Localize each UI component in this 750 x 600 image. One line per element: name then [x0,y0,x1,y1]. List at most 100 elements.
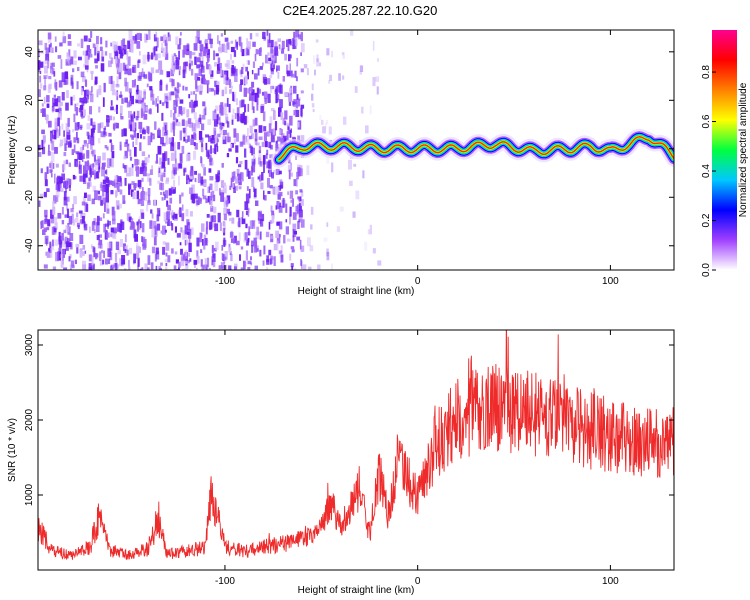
noise-speckle [181,253,185,261]
noise-speckle [173,53,176,57]
noise-speckle [105,193,109,203]
noise-speckle [157,103,159,113]
noise-speckle [80,211,83,219]
colorbar: 0.00.20.40.60.8 Normalized spectral ampl… [701,30,749,277]
noise-speckle [159,157,162,165]
noise-speckle [107,179,111,188]
noise-speckle [303,64,308,69]
noise-speckle [50,69,54,75]
noise-speckle [362,170,365,179]
noise-speckle [349,180,353,186]
noise-speckle [289,54,292,59]
noise-speckle [218,40,221,45]
noise-speckle [163,131,167,136]
noise-speckle [194,35,198,43]
noise-speckle [295,30,300,38]
noise-speckle [174,87,177,91]
noise-speckle [52,206,56,215]
noise-speckle [308,266,312,270]
noise-speckle [258,145,262,154]
noise-speckle [52,68,55,75]
noise-speckle [150,132,153,143]
noise-speckle [156,37,159,48]
noise-speckle [129,226,134,230]
noise-speckle [186,153,190,162]
noise-speckle [43,227,47,232]
noise-speckle [254,53,257,62]
noise-speckle [113,122,118,127]
noise-speckle [48,169,52,173]
noise-speckle [200,156,202,164]
noise-speckle [300,190,304,197]
noise-speckle [62,164,65,173]
x-tick-label: -100 [215,276,235,287]
noise-speckle [68,49,71,57]
noise-speckle [219,104,223,114]
noise-speckle [161,112,164,121]
noise-speckle [167,219,170,226]
noise-speckle [75,218,79,223]
noise-speckle [39,61,44,68]
noise-speckle [144,157,148,165]
noise-speckle [81,113,84,119]
noise-speckle [119,258,123,266]
noise-speckle [82,245,86,250]
noise-speckle [275,205,278,210]
noise-speckle [236,107,240,117]
noise-speckle [65,159,69,165]
noise-speckle [331,162,334,173]
noise-speckle [146,83,149,88]
noise-speckle [132,122,136,131]
noise-speckle [264,97,267,104]
y-tick-label: 20 [24,94,35,106]
noise-speckle [231,114,234,121]
noise-speckle [164,258,168,262]
noise-speckle [212,110,217,121]
noise-speckle [159,100,162,104]
noise-speckle [202,188,205,197]
noise-speckle [221,253,224,260]
noise-speckle [266,78,271,85]
noise-speckle [183,136,186,142]
noise-speckle [270,205,273,212]
noise-speckle [202,110,205,115]
noise-speckle [274,53,277,63]
noise-speckle [209,195,213,205]
noise-speckle [175,259,179,264]
colorbar-tick-label: 0.6 [701,114,712,128]
noise-speckle [110,82,115,92]
noise-speckle [96,89,99,98]
noise-speckle [38,40,43,46]
noise-speckle [130,221,135,229]
noise-speckle [160,192,163,195]
noise-speckle [256,101,259,111]
noise-speckle [148,109,152,114]
noise-speckle [252,41,256,47]
noise-speckle [273,64,275,70]
noise-speckle [150,209,153,214]
noise-speckle [141,177,144,182]
noise-speckle [155,265,158,270]
noise-speckle [277,193,281,200]
noise-speckle [205,221,209,230]
noise-speckle [113,44,118,54]
noise-speckle [58,80,63,88]
noise-speckle [166,177,170,182]
noise-speckle [289,70,293,76]
noise-speckle [355,190,360,200]
noise-speckle [206,83,209,94]
noise-speckle [258,125,263,133]
noise-speckle [155,69,160,73]
noise-speckle [119,203,122,209]
noise-speckle [196,250,199,258]
noise-speckle [59,139,64,146]
noise-speckle [176,82,180,89]
noise-speckle [185,239,188,245]
noise-speckle [226,59,231,70]
noise-speckle [153,235,157,246]
noise-speckle [239,84,242,92]
noise-speckle [120,113,122,117]
noise-speckle [44,60,49,65]
noise-speckle [39,70,42,75]
noise-speckle [293,99,298,105]
